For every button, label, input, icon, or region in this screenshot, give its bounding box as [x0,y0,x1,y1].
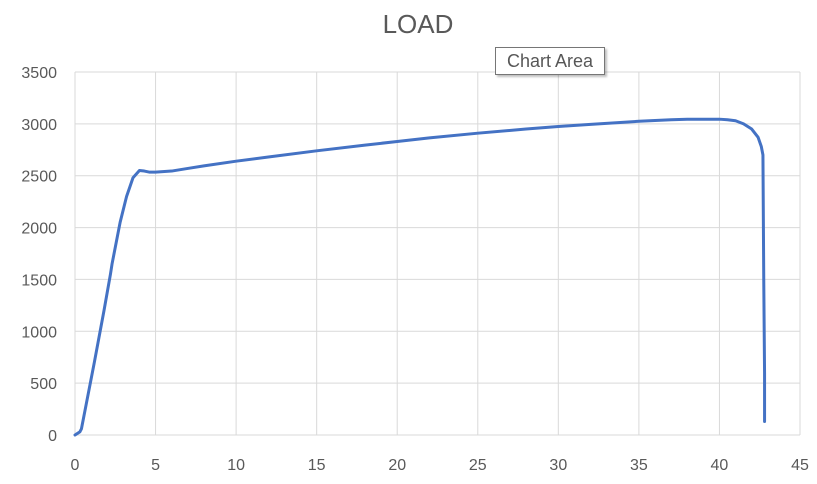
chart-area-tooltip: Chart Area [495,47,605,75]
y-tick-label: 2000 [21,221,57,238]
x-tick-label: 20 [388,457,406,474]
x-tick-label: 25 [469,457,487,474]
x-tick-label: 35 [630,457,648,474]
y-tick-label: 2500 [21,169,57,186]
chart-title: LOAD [383,9,454,39]
y-axis-ticks: 0 500 1000 1500 2000 2500 3000 3500 [21,65,57,445]
x-tick-label: 45 [791,457,809,474]
x-tick-label: 5 [151,457,160,474]
x-gridlines [74,72,801,435]
y-gridlines [75,71,800,436]
x-tick-label: 15 [308,457,326,474]
plot-area[interactable] [73,117,767,437]
x-tick-label: 40 [711,457,729,474]
x-tick-label: 30 [549,457,567,474]
y-tick-label: 500 [30,376,57,393]
x-tick-label: 0 [71,457,80,474]
y-tick-label: 1000 [21,324,57,341]
series-line[interactable] [73,117,767,437]
x-axis-ticks: 0 5 10 15 20 25 30 35 40 45 [71,457,809,474]
x-tick-label: 10 [227,457,245,474]
y-tick-label: 3000 [21,117,57,134]
y-tick-label: 1500 [21,272,57,289]
tooltip-text: Chart Area [506,51,594,71]
y-tick-label: 3500 [21,65,57,82]
y-tick-label: 0 [48,428,57,445]
